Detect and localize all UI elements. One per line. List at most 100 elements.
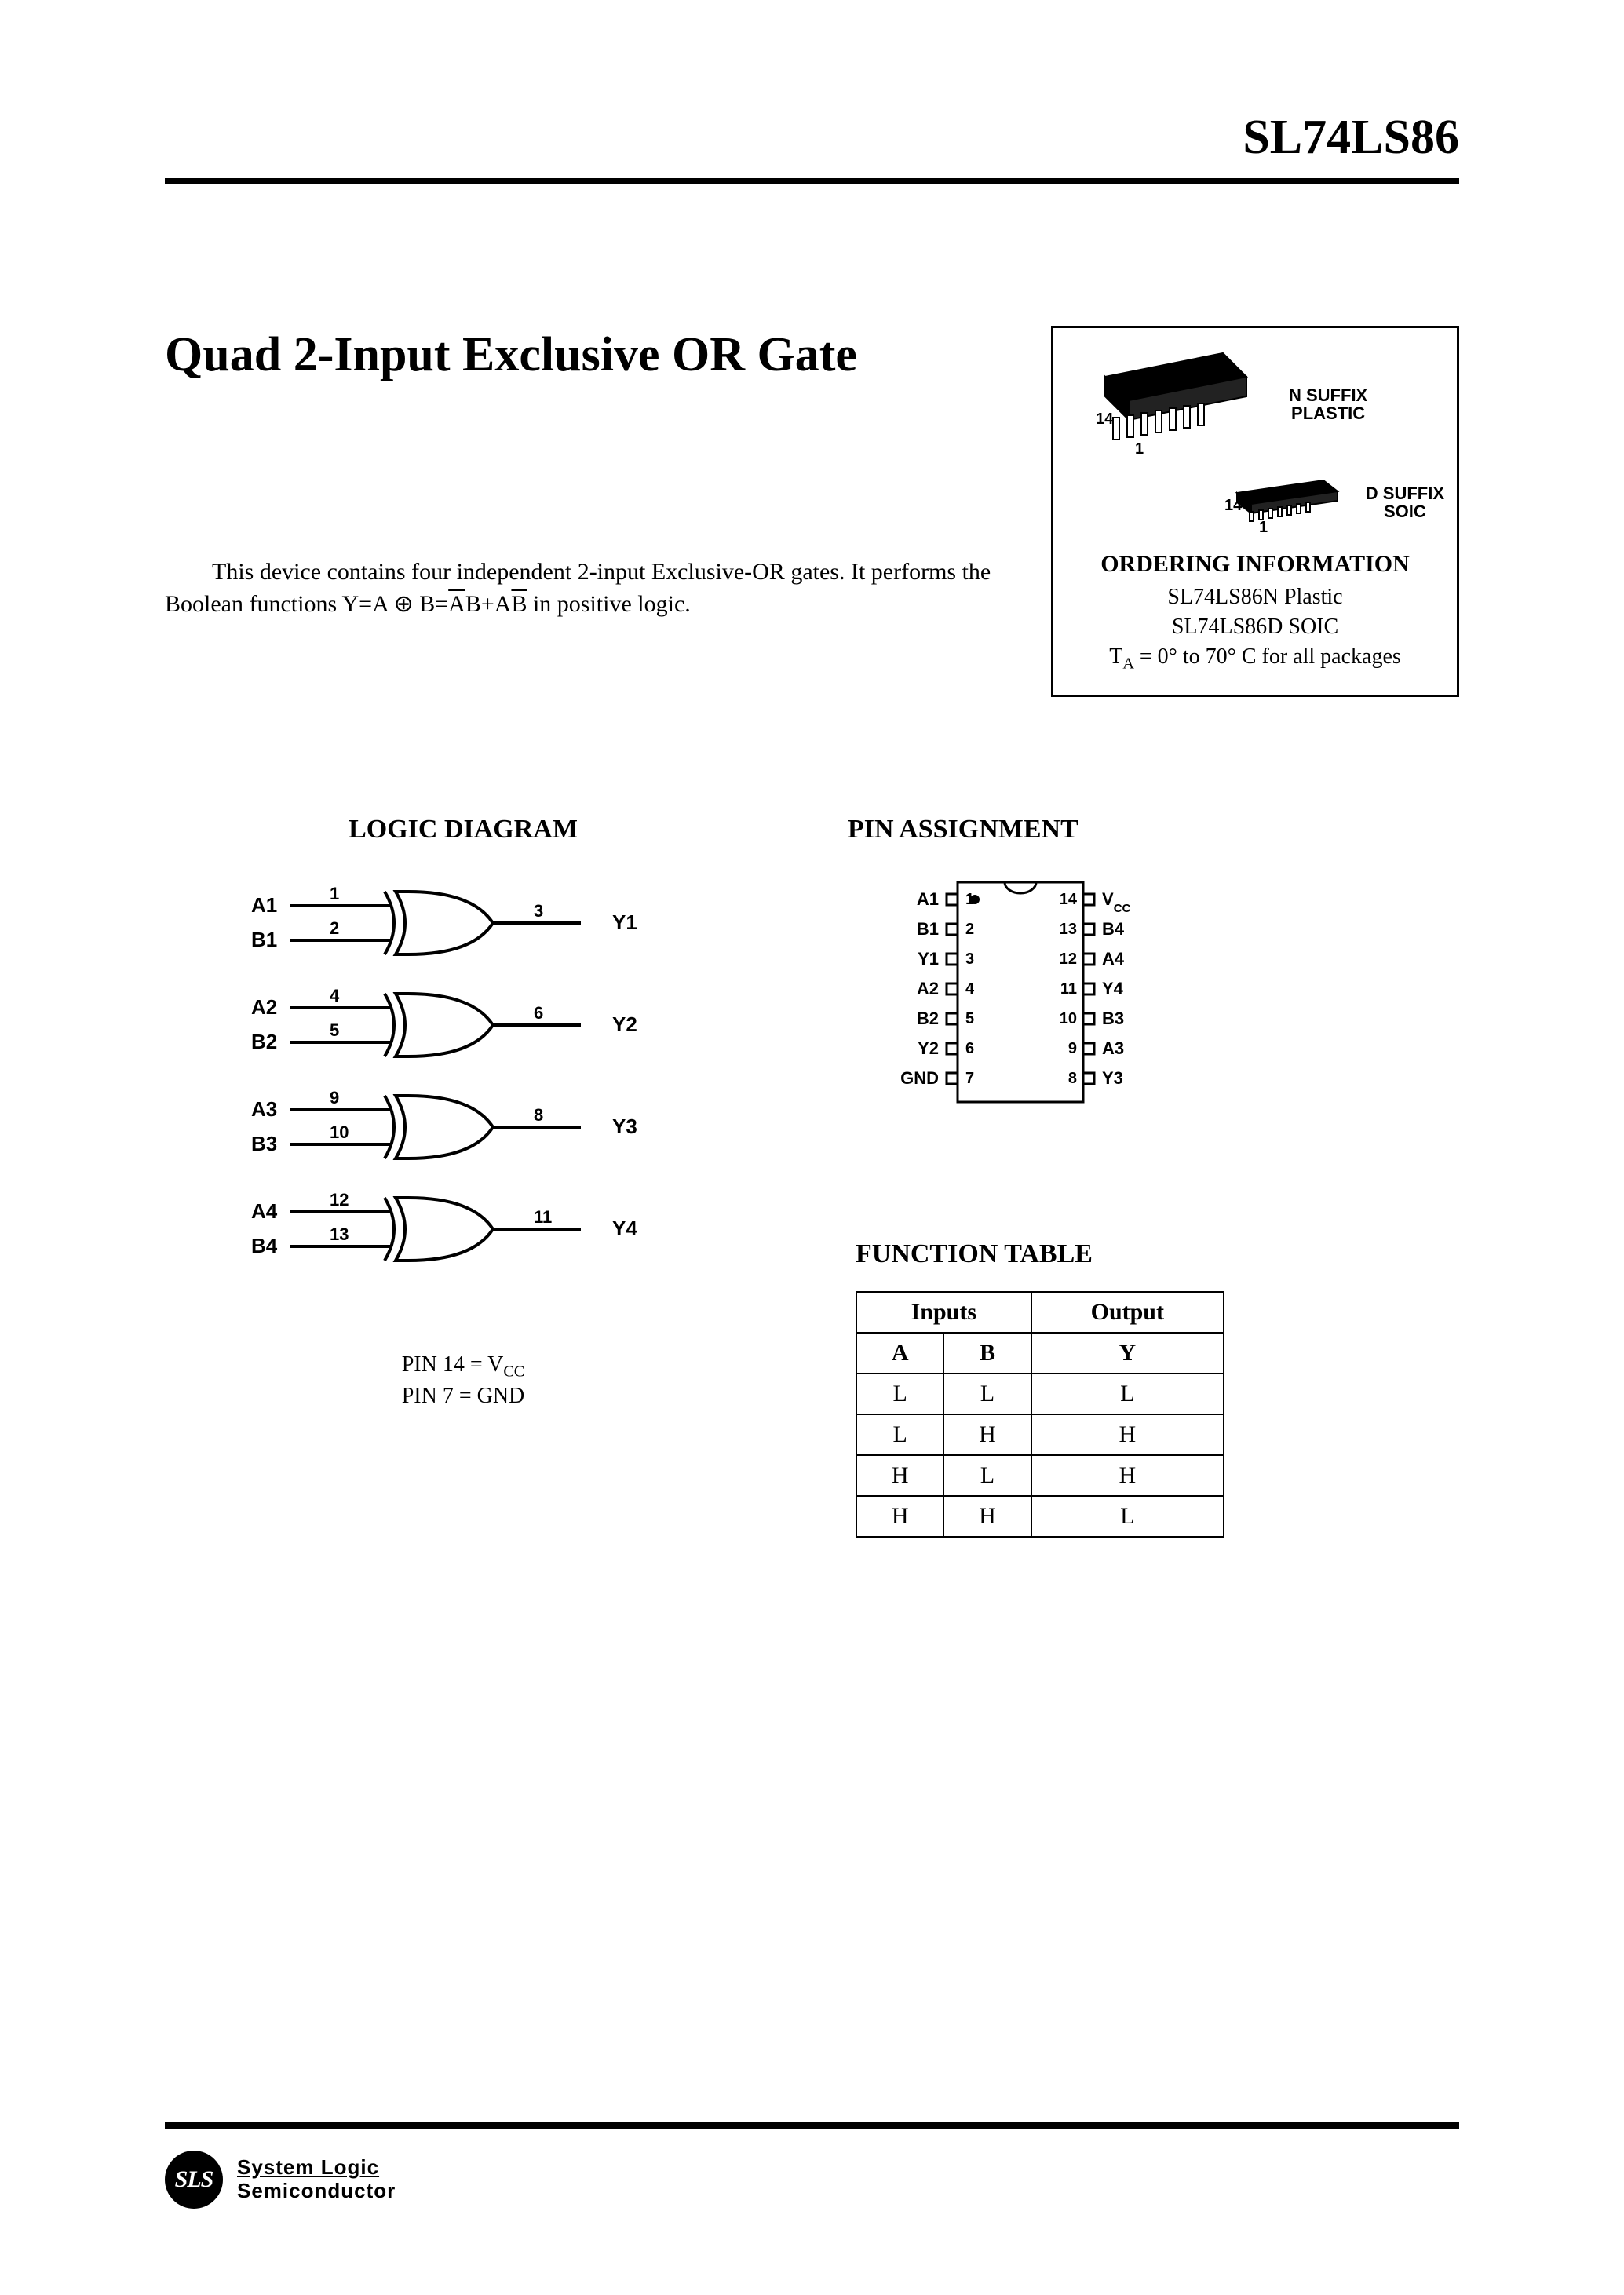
func-cell: L [943,1374,1031,1414]
gate1-pb: 2 [330,918,339,938]
pin-name-right: B3 [1102,1009,1124,1028]
pin-name-right: A4 [1102,949,1125,969]
func-cell: H [1031,1455,1224,1496]
ordering-line-3: TA = 0° to 70° C for all packages [1066,642,1444,675]
func-col-b: B [943,1333,1031,1374]
table-row: LHH [856,1414,1224,1455]
gate2-pa: 4 [330,986,340,1005]
footer-line2: Semiconductor [237,2180,396,2203]
logic-diagram-column: LOGIC DIAGRAM A [165,815,761,1538]
dip-pinout-svg: 1A12B13Y14A25B26Y27GND 14VCC13B412A411Y4… [856,867,1185,1118]
pin-name-right: Y4 [1102,979,1124,998]
pin-num-right: 11 [1060,980,1077,998]
func-cell: H [943,1496,1031,1537]
gate4-pb: 13 [330,1224,349,1244]
pin-num-right: 8 [1068,1070,1077,1087]
desc-overbar-a: A [448,591,465,617]
pin14-note: PIN 14 = VCC [165,1351,761,1382]
mid-section: LOGIC DIAGRAM A [165,815,1459,1538]
func-cell: H [943,1414,1031,1455]
gate4-pa: 12 [330,1190,349,1210]
pin-num-left: 1 [965,891,974,908]
func-cell: L [856,1414,943,1455]
package-d-row: 14 1 D SUFFIX SOIC [1066,471,1444,534]
func-cell: L [1031,1496,1224,1537]
gate2-b: B2 [251,1030,277,1053]
sls-logo-icon: SLS [165,2151,223,2209]
ordering-lines: SL74LS86N Plastic SL74LS86D SOIC TA = 0°… [1066,582,1444,674]
gate1-y: Y1 [612,910,637,934]
pkg-d-pin14: 14 [1224,497,1243,514]
pin-assignment-diagram: 1A12B13Y14A25B26Y27GND 14VCC13B412A411Y4… [856,867,1185,1122]
pin-name-left: B2 [917,1009,939,1028]
pin-name-left: A1 [917,889,939,909]
func-col-a: A [856,1333,943,1374]
xor-gates-svg: A1 B1 Y1 1 2 3 A2 B2 Y2 4 5 [243,868,683,1308]
function-table-heading: FUNCTION TABLE [856,1239,1224,1269]
soic-package-icon: 14 1 [1206,471,1355,534]
func-cell: L [856,1374,943,1414]
function-table-section: FUNCTION TABLE Inputs Output A B Y LLLLH… [856,1239,1224,1538]
pin-num-right: 14 [1060,891,1078,908]
ordering-ta-pre: T [1109,644,1122,669]
gate4-b: B4 [251,1234,278,1257]
func-inputs-header: Inputs [856,1292,1031,1333]
desc-post: in positive logic. [527,591,690,617]
ordering-ta-sub: A [1122,655,1134,672]
gate3-b: B3 [251,1132,277,1155]
pin-num-right: 10 [1060,1010,1077,1027]
pin-name-left: GND [900,1068,939,1088]
pin-assignment-heading: PIN ASSIGNMENT [848,815,1459,845]
pin-name-right: B4 [1102,919,1125,939]
func-cell: H [856,1496,943,1537]
gate1-py: 3 [534,901,543,921]
description-text: This device contains four independent 2-… [165,556,996,620]
table-row: HLH [856,1455,1224,1496]
func-cell: L [1031,1374,1224,1414]
title-block: Quad 2-Input Exclusive OR Gate This devi… [165,326,1020,697]
ordering-box: 14 1 N SUFFIX PLASTIC [1051,326,1459,697]
gate1-a: A1 [251,893,277,917]
page-footer: SLS System Logic Semiconductor [165,2122,1459,2209]
pkg-d-pin1: 1 [1259,519,1268,534]
pkg-n-pin1: 1 [1135,440,1144,458]
gate1-pa: 1 [330,884,339,903]
ordering-line-2: SL74LS86D SOIC [1066,612,1444,642]
pin14-pre: PIN 14 = V [402,1352,504,1377]
desc-mid: B+A [465,591,512,617]
page-title: Quad 2-Input Exclusive OR Gate [165,326,996,384]
gate4-py: 11 [534,1207,552,1227]
pin-name-left: B1 [917,919,939,939]
function-table: Inputs Output A B Y LLLLHHHLHHHL [856,1291,1224,1538]
pin-name-left: Y2 [918,1038,939,1058]
gate3-y: Y3 [612,1115,637,1138]
footer-logo-row: SLS System Logic Semiconductor [165,2151,1459,2209]
gate1-b: B1 [251,928,277,951]
table-row: LLL [856,1374,1224,1414]
pin-name-right: Y3 [1102,1068,1123,1088]
ordering-ta-post: = 0° to 70° C for all packages [1134,644,1401,669]
dip-package-icon: 14 1 [1066,345,1278,463]
gate3-pa: 9 [330,1088,339,1107]
gate2-a: A2 [251,995,277,1019]
pin-num-right: 12 [1060,950,1077,968]
pin-num-right: 13 [1060,921,1077,938]
func-output-header: Output [1031,1292,1224,1333]
pin-num-left: 6 [965,1040,974,1057]
func-cell: L [943,1455,1031,1496]
table-row: HHL [856,1496,1224,1537]
gate2-y: Y2 [612,1012,637,1036]
pin-num-left: 4 [965,980,975,998]
pin14-sub: CC [503,1363,524,1381]
pkg-n-pin14: 14 [1096,410,1114,428]
func-col-y: Y [1031,1333,1224,1374]
pkg-d-type-label: SOIC [1366,502,1444,520]
ordering-line-1: SL74LS86N Plastic [1066,582,1444,612]
ordering-heading: ORDERING INFORMATION [1066,551,1444,578]
func-cell: H [1031,1414,1224,1455]
package-images-area: 14 1 N SUFFIX PLASTIC [1066,345,1444,534]
pin-num-left: 3 [965,950,974,968]
pkg-n-type-label: PLASTIC [1289,404,1367,422]
pin-name-right: VCC [1102,889,1131,915]
footer-rule [165,2122,1459,2129]
